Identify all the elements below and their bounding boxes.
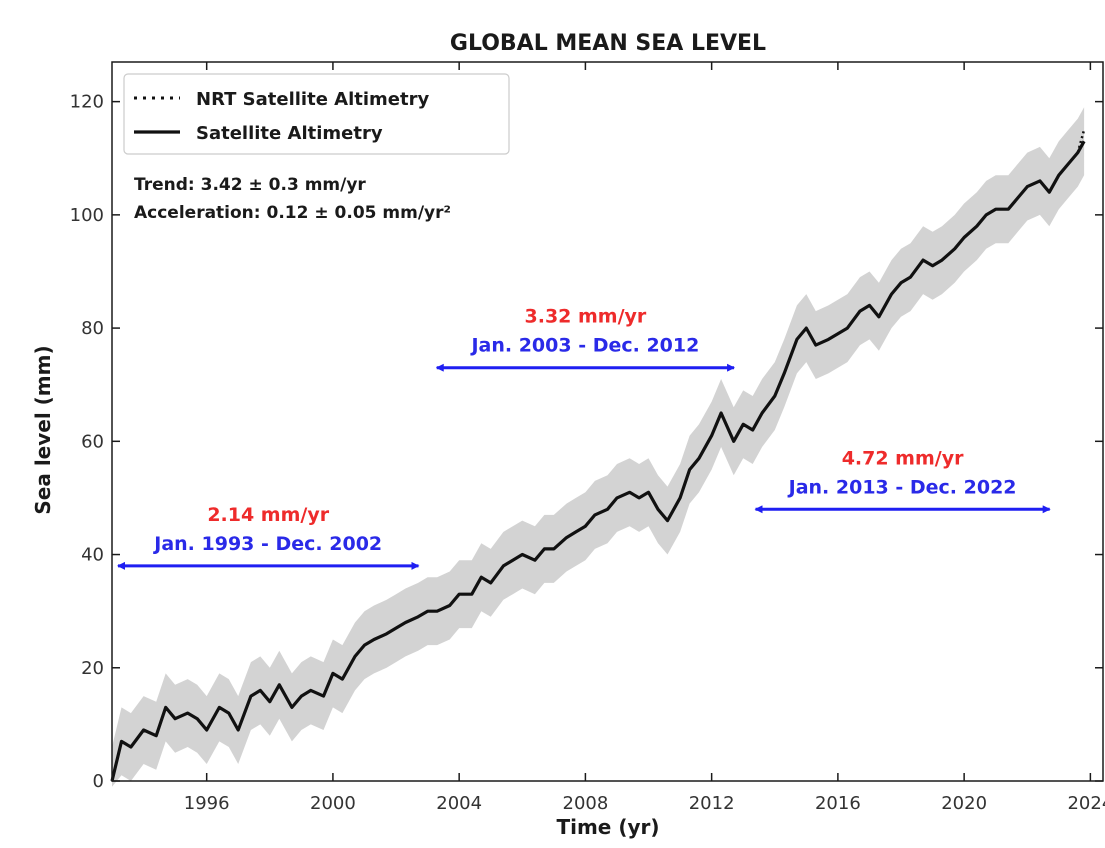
legend-entry-label: NRT Satellite Altimetry [196,89,429,110]
x-tick-label: 2020 [941,793,987,814]
x-tick-label: 2004 [436,793,482,814]
trend-stat: Trend: 3.42 ± 0.3 mm/yr [134,175,366,195]
period-annotation: Jan. 2003 - Dec. 2012 3.32 mm/yr [435,306,736,372]
series-line-nrt-satellite-altimetry [1076,129,1086,153]
period-label: Jan. 2003 - Dec. 2012 [469,335,699,357]
y-tick-label: 60 [81,431,104,452]
plot-frame [111,61,1104,782]
rate-label: 2.14 mm/yr [207,504,329,526]
x-tick-label: 2024 [1067,793,1105,814]
x-axis-label: Time (yr) [556,815,659,839]
y-tick-label: 20 [81,658,104,679]
chart-title: GLOBAL MEAN SEA LEVEL [450,31,766,56]
legend-entry-label: Satellite Altimetry [196,123,383,144]
y-tick-label: 0 [93,771,104,792]
uncertainty-band [112,107,1085,787]
period-annotation: Jan. 1993 - Dec. 2002 2.14 mm/yr [117,504,420,570]
x-tick-label: 2008 [563,793,609,814]
plot-area: 1996 2000 2004 2008 2012 2016 2020 2024 0 20 40 60 8… [70,61,1105,814]
series-line-satellite-altimetry [110,140,1086,782]
period-label: Jan. 1993 - Dec. 2002 [152,533,382,555]
y-tick-label: 80 [81,318,104,339]
x-tick-label: 2000 [310,793,356,814]
y-tick-label: 40 [81,545,104,566]
y-tick-label: 120 [70,92,104,113]
y-axis-label: Sea level (mm) [31,345,55,514]
x-tick-label: 1996 [184,793,230,814]
acceleration-stat: Acceleration: 0.12 ± 0.05 mm/yr² [134,203,451,223]
legend-box [123,73,510,155]
rate-label: 3.32 mm/yr [525,306,647,328]
y-tick-label: 100 [70,205,104,226]
legend: NRT Satellite Altimetry Satellite Altimet… [123,73,510,155]
x-tick-label: 2012 [689,793,735,814]
rate-label: 4.72 mm/yr [842,447,964,469]
x-tick-label: 2016 [815,793,861,814]
period-label: Jan. 2013 - Dec. 2022 [787,476,1017,498]
period-annotation: Jan. 2013 - Dec. 2022 4.72 mm/yr [754,447,1051,514]
